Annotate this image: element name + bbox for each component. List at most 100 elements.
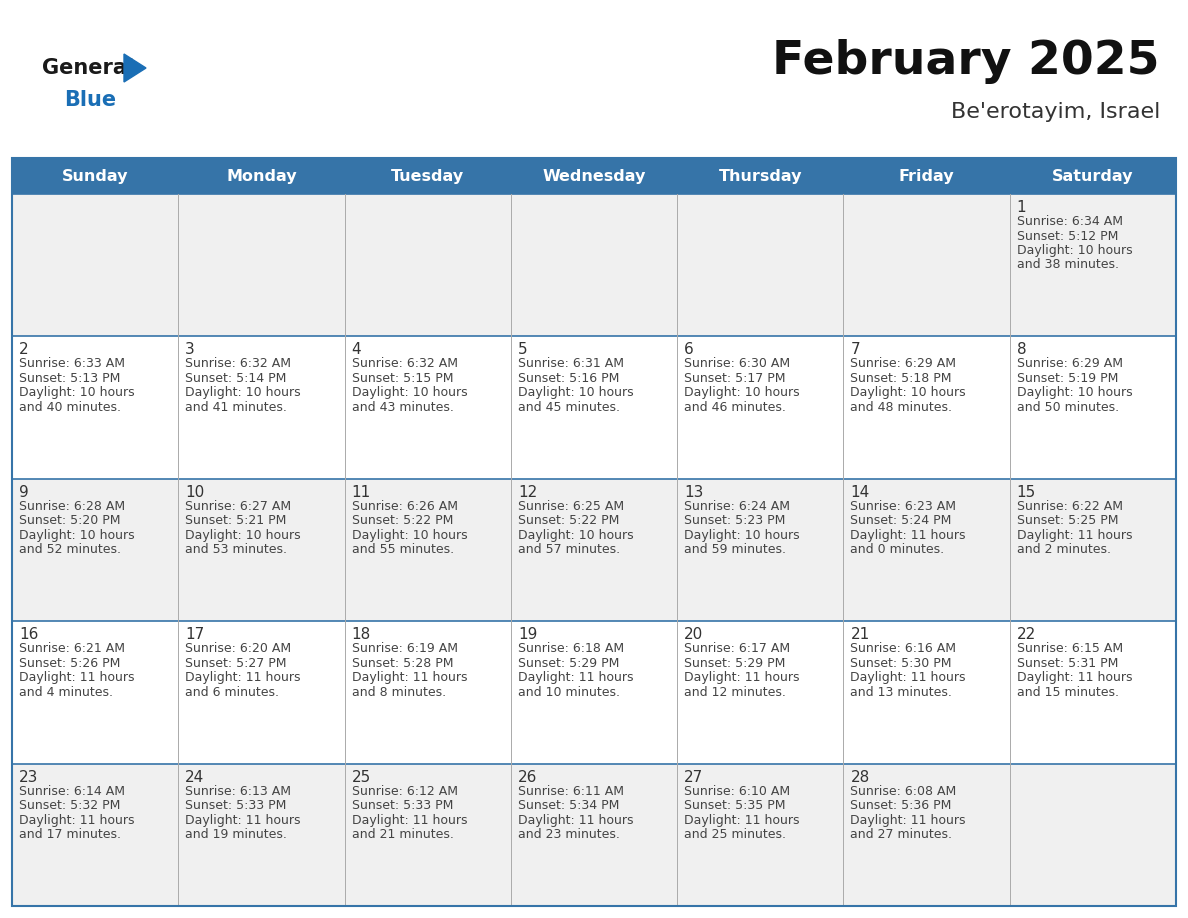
Text: Daylight: 10 hours: Daylight: 10 hours (1017, 244, 1132, 257)
Text: Sunrise: 6:18 AM: Sunrise: 6:18 AM (518, 643, 624, 655)
Text: 24: 24 (185, 769, 204, 785)
Text: Daylight: 11 hours: Daylight: 11 hours (684, 813, 800, 826)
Text: 12: 12 (518, 485, 537, 499)
Text: 16: 16 (19, 627, 38, 643)
Text: Daylight: 11 hours: Daylight: 11 hours (851, 671, 966, 684)
Text: and 27 minutes.: and 27 minutes. (851, 828, 953, 841)
Text: 19: 19 (518, 627, 537, 643)
Text: and 46 minutes.: and 46 minutes. (684, 401, 786, 414)
Text: and 40 minutes.: and 40 minutes. (19, 401, 121, 414)
Text: Sunset: 5:21 PM: Sunset: 5:21 PM (185, 514, 286, 527)
Text: Sunrise: 6:11 AM: Sunrise: 6:11 AM (518, 785, 624, 798)
Text: Sunrise: 6:23 AM: Sunrise: 6:23 AM (851, 499, 956, 513)
Text: and 52 minutes.: and 52 minutes. (19, 543, 121, 556)
Text: Daylight: 10 hours: Daylight: 10 hours (352, 386, 467, 399)
Text: 8: 8 (1017, 342, 1026, 357)
Text: Daylight: 10 hours: Daylight: 10 hours (684, 386, 800, 399)
Text: Daylight: 10 hours: Daylight: 10 hours (19, 529, 134, 542)
Text: and 21 minutes.: and 21 minutes. (352, 828, 454, 841)
Text: Daylight: 11 hours: Daylight: 11 hours (352, 671, 467, 684)
Text: Sunrise: 6:34 AM: Sunrise: 6:34 AM (1017, 215, 1123, 228)
Polygon shape (124, 54, 146, 82)
Text: Sunset: 5:26 PM: Sunset: 5:26 PM (19, 656, 120, 670)
Text: 11: 11 (352, 485, 371, 499)
Text: and 12 minutes.: and 12 minutes. (684, 686, 786, 699)
Text: 4: 4 (352, 342, 361, 357)
Text: Be'erotayim, Israel: Be'erotayim, Israel (950, 102, 1159, 122)
Text: Daylight: 11 hours: Daylight: 11 hours (352, 813, 467, 826)
Text: Sunrise: 6:13 AM: Sunrise: 6:13 AM (185, 785, 291, 798)
Text: and 43 minutes.: and 43 minutes. (352, 401, 454, 414)
Bar (12, 336, 1176, 479)
Text: Sunset: 5:28 PM: Sunset: 5:28 PM (352, 656, 453, 670)
Text: Sunrise: 6:33 AM: Sunrise: 6:33 AM (19, 357, 125, 370)
Text: and 0 minutes.: and 0 minutes. (851, 543, 944, 556)
Text: Sunset: 5:20 PM: Sunset: 5:20 PM (19, 514, 120, 527)
Text: and 53 minutes.: and 53 minutes. (185, 543, 287, 556)
Text: and 4 minutes.: and 4 minutes. (19, 686, 113, 699)
Text: 3: 3 (185, 342, 195, 357)
Text: Daylight: 11 hours: Daylight: 11 hours (1017, 529, 1132, 542)
Text: Sunrise: 6:21 AM: Sunrise: 6:21 AM (19, 643, 125, 655)
Bar (12, 158, 1176, 906)
Text: Daylight: 10 hours: Daylight: 10 hours (185, 529, 301, 542)
Text: Sunset: 5:30 PM: Sunset: 5:30 PM (851, 656, 952, 670)
Text: Sunrise: 6:22 AM: Sunrise: 6:22 AM (1017, 499, 1123, 513)
Text: Sunrise: 6:30 AM: Sunrise: 6:30 AM (684, 357, 790, 370)
Text: and 2 minutes.: and 2 minutes. (1017, 543, 1111, 556)
Text: Friday: Friday (899, 169, 954, 184)
Text: Daylight: 11 hours: Daylight: 11 hours (185, 671, 301, 684)
Text: Monday: Monday (226, 169, 297, 184)
Text: Daylight: 11 hours: Daylight: 11 hours (851, 529, 966, 542)
Text: Sunset: 5:18 PM: Sunset: 5:18 PM (851, 372, 952, 385)
Bar (12, 194, 1176, 336)
Text: Sunrise: 6:31 AM: Sunrise: 6:31 AM (518, 357, 624, 370)
Text: 20: 20 (684, 627, 703, 643)
Text: 27: 27 (684, 769, 703, 785)
Text: Daylight: 10 hours: Daylight: 10 hours (851, 386, 966, 399)
Text: February 2025: February 2025 (772, 39, 1159, 84)
Text: and 6 minutes.: and 6 minutes. (185, 686, 279, 699)
Bar (12, 621, 1176, 764)
Text: Sunset: 5:29 PM: Sunset: 5:29 PM (518, 656, 619, 670)
Text: and 57 minutes.: and 57 minutes. (518, 543, 620, 556)
Text: Wednesday: Wednesday (542, 169, 646, 184)
Text: Sunset: 5:12 PM: Sunset: 5:12 PM (1017, 230, 1118, 242)
Text: Sunrise: 6:28 AM: Sunrise: 6:28 AM (19, 499, 125, 513)
Text: Daylight: 11 hours: Daylight: 11 hours (518, 813, 633, 826)
Text: Sunset: 5:35 PM: Sunset: 5:35 PM (684, 799, 785, 812)
Text: Sunrise: 6:26 AM: Sunrise: 6:26 AM (352, 499, 457, 513)
Text: Sunrise: 6:29 AM: Sunrise: 6:29 AM (851, 357, 956, 370)
Text: 5: 5 (518, 342, 527, 357)
Bar (12, 158, 1176, 194)
Text: Sunrise: 6:16 AM: Sunrise: 6:16 AM (851, 643, 956, 655)
Text: Daylight: 11 hours: Daylight: 11 hours (185, 813, 301, 826)
Text: Sunset: 5:24 PM: Sunset: 5:24 PM (851, 514, 952, 527)
Text: 13: 13 (684, 485, 703, 499)
Text: and 10 minutes.: and 10 minutes. (518, 686, 620, 699)
Text: 25: 25 (352, 769, 371, 785)
Text: and 38 minutes.: and 38 minutes. (1017, 259, 1119, 272)
Text: Sunset: 5:29 PM: Sunset: 5:29 PM (684, 656, 785, 670)
Text: 2: 2 (19, 342, 29, 357)
Text: Sunset: 5:23 PM: Sunset: 5:23 PM (684, 514, 785, 527)
Text: Sunrise: 6:20 AM: Sunrise: 6:20 AM (185, 643, 291, 655)
Text: and 41 minutes.: and 41 minutes. (185, 401, 287, 414)
Text: Daylight: 10 hours: Daylight: 10 hours (518, 386, 633, 399)
Text: and 50 minutes.: and 50 minutes. (1017, 401, 1119, 414)
Text: Sunrise: 6:27 AM: Sunrise: 6:27 AM (185, 499, 291, 513)
Text: 14: 14 (851, 485, 870, 499)
Text: Sunday: Sunday (62, 169, 128, 184)
Text: and 48 minutes.: and 48 minutes. (851, 401, 953, 414)
Text: Daylight: 11 hours: Daylight: 11 hours (19, 671, 134, 684)
Text: Thursday: Thursday (719, 169, 802, 184)
Text: Daylight: 10 hours: Daylight: 10 hours (1017, 386, 1132, 399)
Text: Sunset: 5:31 PM: Sunset: 5:31 PM (1017, 656, 1118, 670)
Text: 7: 7 (851, 342, 860, 357)
Text: Sunset: 5:32 PM: Sunset: 5:32 PM (19, 799, 120, 812)
Bar (12, 764, 1176, 906)
Text: Saturday: Saturday (1053, 169, 1133, 184)
Text: and 59 minutes.: and 59 minutes. (684, 543, 786, 556)
Text: Sunset: 5:15 PM: Sunset: 5:15 PM (352, 372, 453, 385)
Text: Sunset: 5:16 PM: Sunset: 5:16 PM (518, 372, 619, 385)
